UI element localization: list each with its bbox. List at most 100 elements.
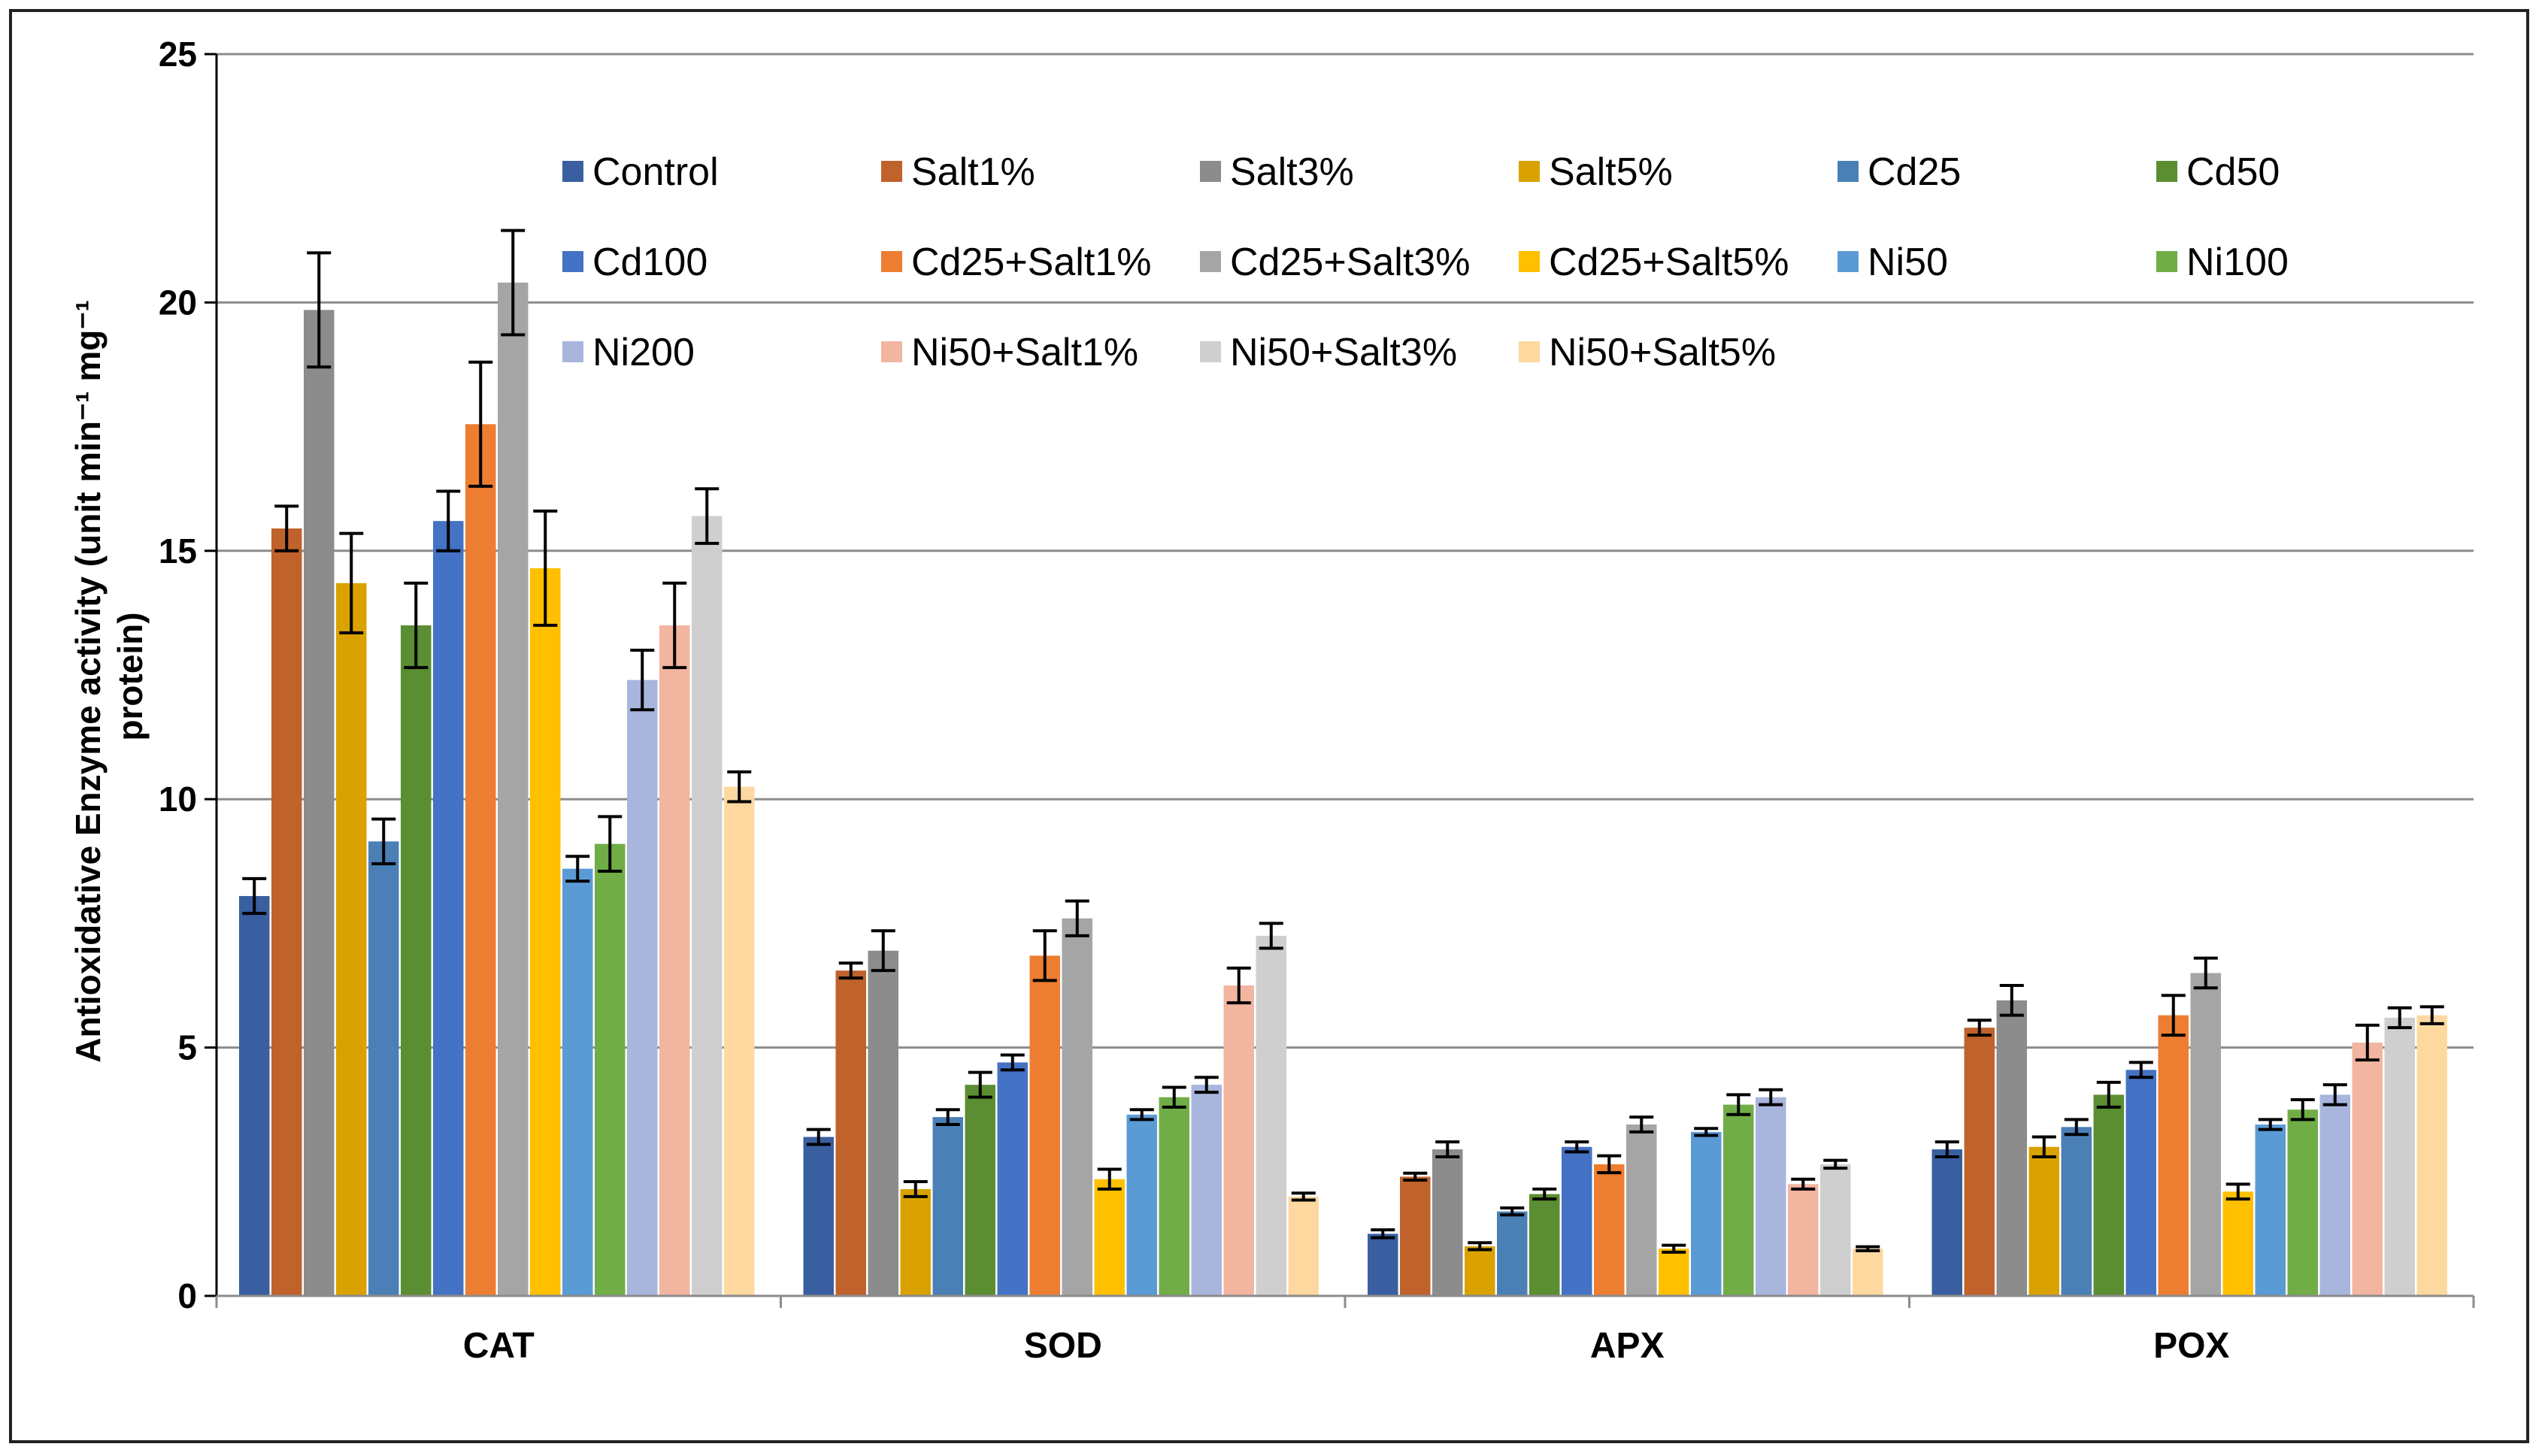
bar-cat-control — [239, 896, 270, 1296]
error-bar — [1371, 1228, 1395, 1240]
legend-item-ni50-salt5-: Ni50+Salt5% — [1519, 331, 1776, 374]
legend-swatch — [1200, 161, 1221, 182]
error-bar — [630, 648, 655, 712]
legend-swatch — [2156, 161, 2177, 182]
bar-pox-salt5- — [2028, 1146, 2059, 1296]
error-bar — [2096, 1080, 2121, 1109]
bar-apx-salt5- — [1465, 1246, 1495, 1296]
bar-sod-cd100 — [997, 1062, 1028, 1296]
error-bar — [2322, 1083, 2347, 1106]
bar-apx-cd25-salt5- — [1659, 1249, 1689, 1296]
bar-cat-salt1- — [271, 528, 302, 1296]
y-tick-label: 10 — [159, 779, 197, 819]
error-bar — [2128, 1061, 2153, 1079]
legend-swatch — [1200, 341, 1221, 362]
error-bar — [242, 876, 267, 916]
bar-pox-ni200 — [2319, 1094, 2350, 1296]
error-bar — [968, 1070, 992, 1099]
bar-pox-control — [1931, 1149, 1962, 1296]
error-bar — [371, 817, 396, 866]
legend-label: Cd25+Salt3% — [1230, 241, 1470, 284]
legend-label: Cd25 — [1868, 150, 1961, 194]
bar-pox-ni50 — [2255, 1125, 2286, 1296]
error-bar — [1226, 966, 1251, 1005]
error-bar — [1935, 1140, 1959, 1158]
legend-swatch — [1519, 161, 1540, 182]
error-bar — [1129, 1108, 1154, 1122]
bar-apx-ni100 — [1723, 1104, 1754, 1296]
legend-item-salt1-: Salt1% — [881, 150, 1035, 194]
legend-item-control: Control — [562, 150, 719, 194]
error-bar — [1500, 1206, 1525, 1217]
x-category-label-pox: POX — [2153, 1326, 2229, 1366]
error-bar — [2193, 956, 2218, 990]
x-category-labels: CAT SOD APX POX — [463, 1326, 2230, 1366]
legend-label: Ni50+Salt1% — [911, 331, 1138, 374]
legend-swatch — [881, 341, 902, 362]
legend-swatch — [1519, 251, 1540, 272]
bar-cat-cd25-salt1- — [465, 424, 496, 1296]
bar-sod-ni50-salt3- — [1256, 935, 1286, 1296]
bar-pox-ni50-salt1- — [2352, 1042, 2383, 1296]
legend-swatch — [881, 251, 902, 272]
error-bar — [2161, 994, 2186, 1037]
legend-label: Control — [592, 150, 719, 194]
y-tick-label: 20 — [159, 283, 197, 322]
error-bar — [2225, 1182, 2250, 1201]
bar-apx-control — [1368, 1234, 1398, 1296]
error-bar — [339, 531, 364, 634]
bar-cat-cd25-salt5- — [530, 568, 561, 1296]
y-axis-title-line1: Antioxidative Enzyme activity (unit min⁻… — [68, 300, 108, 1063]
bar-pox-cd25-salt5- — [2222, 1191, 2253, 1296]
error-bar — [1662, 1243, 1686, 1254]
bar-sod-salt3- — [868, 950, 898, 1296]
error-bar — [307, 251, 332, 369]
error-bar — [727, 770, 752, 804]
bar-sod-ni50-salt1- — [1223, 985, 1254, 1296]
bar-cat-cd25 — [368, 841, 399, 1296]
error-bar — [1032, 929, 1057, 982]
legend-swatch — [881, 161, 902, 182]
bar-apx-cd25 — [1497, 1211, 1528, 1296]
bar-pox-cd25 — [2061, 1127, 2092, 1296]
error-bar — [1791, 1177, 1816, 1191]
error-bar — [2290, 1097, 2315, 1122]
bar-pox-cd25-salt3- — [2190, 973, 2221, 1296]
legend-item-cd50: Cd50 — [2156, 150, 2280, 194]
bar-pox-salt3- — [1996, 1000, 2027, 1296]
error-bar — [1856, 1245, 1880, 1252]
error-bar — [1597, 1154, 1622, 1175]
bar-cat-cd25-salt3- — [498, 282, 529, 1296]
legend-item-salt3-: Salt3% — [1200, 150, 1354, 194]
bar-pox-cd100 — [2125, 1070, 2156, 1296]
bar-apx-ni50 — [1691, 1131, 1722, 1296]
bar-cat-salt5- — [336, 583, 367, 1296]
error-bar — [1629, 1115, 1654, 1134]
legend-label: Ni200 — [592, 331, 695, 374]
bar-pox-ni50-salt5- — [2416, 1015, 2447, 1296]
bar-apx-salt1- — [1400, 1176, 1431, 1296]
legend-label: Ni100 — [2186, 241, 2289, 284]
bar-cat-salt3- — [304, 310, 335, 1296]
x-category-label-cat: CAT — [463, 1326, 535, 1366]
legend-swatch — [562, 161, 583, 182]
bar-sod-cd50 — [965, 1085, 995, 1296]
legend-item-ni50-salt1-: Ni50+Salt1% — [881, 331, 1138, 374]
legend-label: Cd25+Salt5% — [1549, 241, 1789, 284]
y-tick-label: 5 — [177, 1028, 197, 1067]
error-bar — [1194, 1076, 1219, 1094]
legend-swatch — [1838, 251, 1859, 272]
bar-apx-ni50-salt1- — [1788, 1184, 1819, 1296]
y-axis-title-line2: protein) — [111, 612, 150, 740]
error-bar — [468, 360, 493, 488]
legend-swatch — [1519, 341, 1540, 362]
error-bar — [1759, 1088, 1783, 1106]
bar-apx-ni200 — [1756, 1097, 1786, 1296]
y-tick-label: 0 — [177, 1276, 197, 1315]
error-bar — [2258, 1118, 2283, 1131]
bars — [239, 282, 2447, 1297]
bar-cat-ni50-salt1- — [659, 625, 690, 1296]
legend-item-cd25-salt1-: Cd25+Salt1% — [881, 241, 1151, 284]
bar-cat-ni50-salt5- — [724, 786, 755, 1296]
legend-label: Cd100 — [592, 241, 707, 284]
